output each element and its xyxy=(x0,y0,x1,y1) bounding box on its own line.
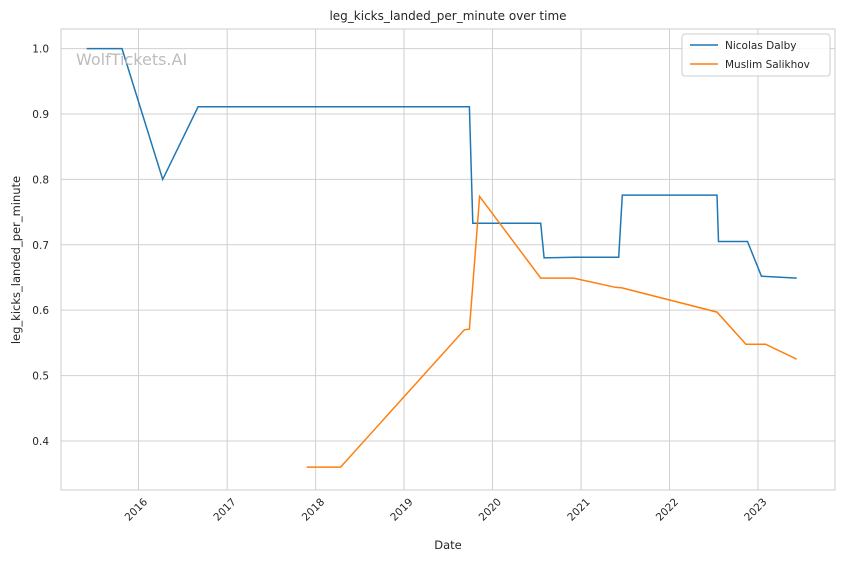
legend: Nicolas Dalby Muslim Salikhov xyxy=(681,33,831,77)
y-tick-label: 0.6 xyxy=(32,305,49,317)
y-tick-label: 0.4 xyxy=(32,436,49,448)
y-axis-label: leg_kicks_landed_per_minute xyxy=(9,176,23,344)
series-group xyxy=(86,47,798,468)
watermark-text: WolfTickets.AI xyxy=(76,50,187,69)
y-tick-label: 1.0 xyxy=(32,44,49,56)
plot-frame xyxy=(60,28,836,491)
legend-label-nicolas-dalby: Nicolas Dalby xyxy=(725,40,796,52)
y-tick-label: 0.9 xyxy=(32,109,49,121)
chart-title: leg_kicks_landed_per_minute over time xyxy=(329,9,566,23)
series-line-0 xyxy=(86,47,797,279)
y-axis-ticks: 0.4 0.5 0.6 0.7 0.8 0.9 1.0 xyxy=(32,44,49,448)
legend-box xyxy=(681,33,831,77)
series-line-1 xyxy=(306,194,798,468)
y-tick-label: 0.8 xyxy=(32,174,49,186)
legend-label-muslim-salikhov: Muslim Salikhov xyxy=(725,59,810,71)
grid xyxy=(61,29,835,490)
y-tick-label: 0.7 xyxy=(32,240,49,252)
y-tick-label: 0.5 xyxy=(32,371,49,383)
x-axis-label: Date xyxy=(434,538,462,552)
